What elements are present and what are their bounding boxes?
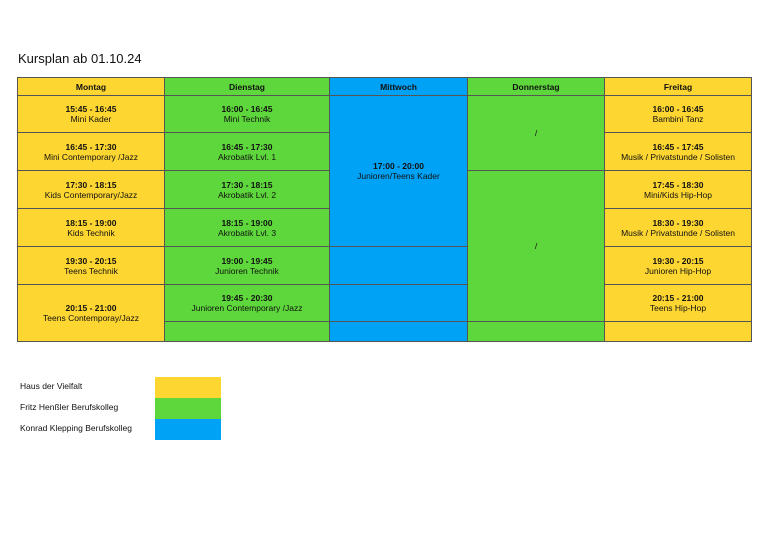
empty-cell bbox=[467, 321, 605, 342]
header-dienstag: Dienstag bbox=[164, 77, 330, 96]
empty-cell bbox=[329, 284, 468, 322]
course-cell: 16:00 - 16:45 Bambini Tanz bbox=[604, 95, 752, 133]
course-name: Mini/Kids Hip-Hop bbox=[643, 189, 713, 200]
course-cell: 15:45 - 16:45 Mini Kader bbox=[17, 95, 165, 133]
course-time: 17:45 - 18:30 bbox=[652, 179, 704, 190]
donnerstag-cell: / bbox=[467, 95, 605, 171]
course-name: Akrobatik Lvl. 1 bbox=[217, 151, 277, 162]
course-name: Teens Contemporay/Jazz bbox=[43, 313, 139, 323]
course-time: 19:45 - 20:30 bbox=[221, 293, 273, 303]
legend-swatch-green bbox=[155, 398, 221, 419]
legend-label: Konrad Klepping Berufskolleg bbox=[20, 423, 132, 433]
course-time: 19:30 - 20:15 bbox=[652, 255, 704, 266]
course-time: 16:00 - 16:45 bbox=[652, 104, 704, 114]
course-cell: 20:15 - 21:00 Teens Hip-Hop bbox=[604, 284, 752, 322]
empty-cell bbox=[329, 321, 468, 342]
header-freitag: Freitag bbox=[604, 77, 752, 96]
legend-swatch-blue bbox=[155, 419, 221, 440]
course-cell: 18:30 - 19:30 Musik / Privatstunde / Soli… bbox=[604, 208, 752, 247]
course-cell: 19:30 - 20:15 Teens Technik bbox=[17, 246, 165, 285]
course-name: Akrobatik Lvl. 2 bbox=[217, 189, 277, 200]
course-cell: 20:15 - 21:00 Teens Contemporay/Jazz bbox=[17, 284, 165, 342]
course-cell: 19:45 - 20:30 Junioren Contemporary /Jazz bbox=[164, 284, 330, 322]
course-name: Teens Hip-Hop bbox=[649, 303, 707, 313]
course-cell: 16:00 - 16:45 Mini Technik bbox=[164, 95, 330, 133]
course-name: Mini Technik bbox=[223, 114, 271, 124]
course-cell-mittwoch: 17:00 - 20:00 Junioren/Teens Kader bbox=[329, 95, 468, 247]
empty-cell bbox=[604, 321, 752, 342]
course-name: Junioren Hip-Hop bbox=[644, 265, 712, 276]
course-name: Junioren Contemporary /Jazz bbox=[191, 303, 303, 313]
course-placeholder: / bbox=[534, 241, 538, 251]
donnerstag-cell: / bbox=[467, 170, 605, 322]
course-name: Musik / Privatstunde / Solisten bbox=[621, 227, 735, 238]
page-title: Kursplan ab 01.10.24 bbox=[18, 51, 142, 66]
course-name: Junioren/Teens Kader bbox=[357, 171, 440, 181]
course-time: 20:15 - 21:00 bbox=[652, 293, 704, 303]
course-name: Mini Contemporary /Jazz bbox=[43, 151, 138, 162]
course-time: 17:00 - 20:00 bbox=[372, 161, 425, 171]
course-cell: 18:15 - 19:00 Akrobatik Lvl. 3 bbox=[164, 208, 330, 247]
course-time: 18:15 - 19:00 bbox=[65, 217, 117, 228]
course-time: 18:15 - 19:00 bbox=[221, 217, 273, 228]
course-name: Kids Technik bbox=[67, 227, 115, 238]
empty-cell bbox=[164, 321, 330, 342]
course-time: 19:30 - 20:15 bbox=[65, 255, 117, 266]
course-cell: 16:45 - 17:30 Akrobatik Lvl. 1 bbox=[164, 132, 330, 171]
course-time: 16:45 - 17:30 bbox=[221, 141, 273, 152]
course-time: 18:30 - 19:30 bbox=[652, 217, 704, 228]
course-time: 16:00 - 16:45 bbox=[221, 104, 273, 114]
course-name: Bambini Tanz bbox=[652, 114, 704, 124]
course-time: 17:30 - 18:15 bbox=[65, 179, 117, 190]
course-cell: 19:00 - 19:45 Junioren Technik bbox=[164, 246, 330, 285]
course-cell: 17:30 - 18:15 Kids Contemporary/Jazz bbox=[17, 170, 165, 209]
course-time: 17:30 - 18:15 bbox=[221, 179, 273, 190]
course-time: 19:00 - 19:45 bbox=[221, 255, 273, 266]
empty-cell bbox=[329, 246, 468, 285]
legend-label: Fritz Henßler Berufskolleg bbox=[20, 402, 119, 412]
course-name: Kids Contemporary/Jazz bbox=[44, 189, 138, 200]
course-name: Teens Technik bbox=[64, 265, 118, 276]
course-name: Junioren Technik bbox=[215, 265, 279, 276]
course-time: 16:45 - 17:45 bbox=[652, 141, 704, 152]
header-donnerstag: Donnerstag bbox=[467, 77, 605, 96]
course-name: Mini Kader bbox=[70, 114, 112, 124]
course-cell: 17:45 - 18:30 Mini/Kids Hip-Hop bbox=[604, 170, 752, 209]
schedule-table: Montag Dienstag Mittwoch Donnerstag Frei… bbox=[17, 77, 752, 342]
course-cell: 16:45 - 17:45 Musik / Privatstunde / Soli… bbox=[604, 132, 752, 171]
legend-label: Haus der Vielfalt bbox=[20, 381, 83, 391]
course-name: Musik / Privatstunde / Solisten bbox=[621, 151, 735, 162]
course-time: 16:45 - 17:30 bbox=[65, 141, 117, 152]
course-cell: 17:30 - 18:15 Akrobatik Lvl. 2 bbox=[164, 170, 330, 209]
course-time: 20:15 - 21:00 bbox=[65, 303, 117, 313]
course-name: Akrobatik Lvl. 3 bbox=[217, 227, 277, 238]
course-cell: 16:45 - 17:30 Mini Contemporary /Jazz bbox=[17, 132, 165, 171]
header-mittwoch: Mittwoch bbox=[329, 77, 468, 96]
header-montag: Montag bbox=[17, 77, 165, 96]
course-cell: 19:30 - 20:15 Junioren Hip-Hop bbox=[604, 246, 752, 285]
course-cell: 18:15 - 19:00 Kids Technik bbox=[17, 208, 165, 247]
course-time: 15:45 - 16:45 bbox=[65, 104, 117, 114]
course-placeholder: / bbox=[534, 128, 538, 138]
legend-swatch-yellow bbox=[155, 377, 221, 398]
